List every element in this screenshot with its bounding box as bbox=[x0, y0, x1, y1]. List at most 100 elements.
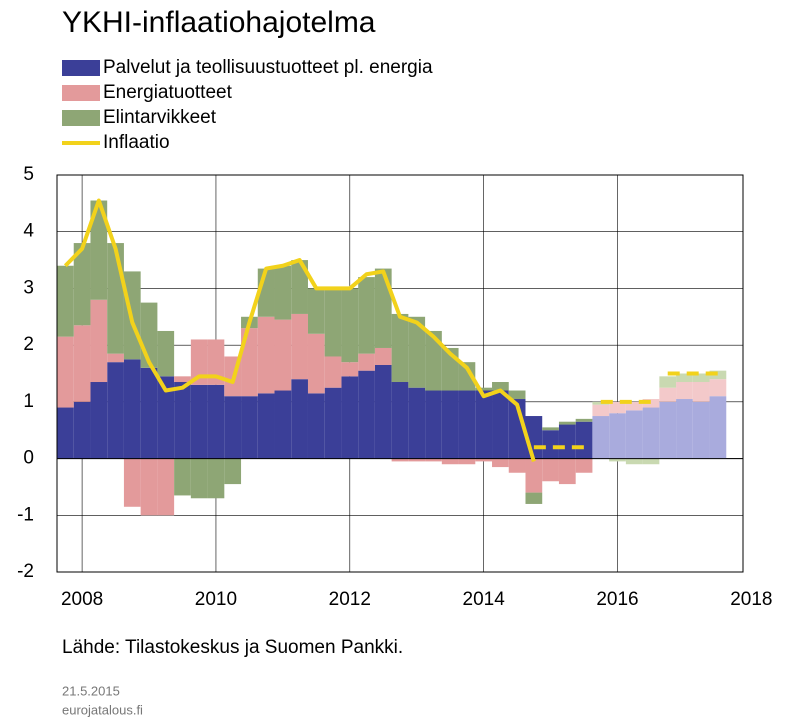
bar bbox=[508, 458, 526, 473]
legend-swatch bbox=[62, 110, 100, 126]
bar bbox=[57, 265, 74, 337]
bar bbox=[174, 376, 191, 383]
bar bbox=[224, 458, 242, 485]
bar bbox=[441, 458, 459, 465]
bar bbox=[676, 399, 693, 459]
bar bbox=[425, 458, 442, 462]
bar bbox=[408, 387, 426, 459]
bar bbox=[676, 382, 693, 400]
bar bbox=[676, 373, 693, 383]
bar bbox=[625, 410, 643, 459]
bar bbox=[425, 390, 442, 459]
bar bbox=[73, 401, 91, 459]
bar bbox=[274, 390, 292, 459]
bar bbox=[575, 421, 593, 459]
bar bbox=[391, 382, 409, 459]
inflation-line bbox=[533, 371, 718, 450]
bar bbox=[391, 313, 409, 383]
bar bbox=[341, 362, 359, 377]
bar bbox=[90, 200, 108, 300]
inflation-line bbox=[63, 198, 536, 462]
bar bbox=[592, 401, 610, 405]
bar bbox=[492, 382, 509, 391]
bar bbox=[659, 387, 677, 402]
date: 21.5.2015 bbox=[62, 683, 120, 698]
bar bbox=[642, 458, 660, 465]
bar bbox=[408, 458, 426, 462]
x-tick-label: 2014 bbox=[463, 589, 506, 610]
bar bbox=[107, 243, 124, 354]
bar bbox=[425, 330, 442, 391]
plot-frame bbox=[56, 174, 744, 573]
bar bbox=[291, 313, 308, 380]
y-tick-label: 1 bbox=[23, 391, 34, 412]
bar bbox=[709, 370, 727, 380]
bar bbox=[408, 316, 426, 388]
bar bbox=[174, 382, 191, 459]
bar bbox=[57, 407, 74, 459]
bar bbox=[307, 393, 325, 459]
bar bbox=[542, 458, 559, 482]
bar bbox=[107, 353, 124, 363]
bar bbox=[475, 458, 493, 462]
y-tick-label: 0 bbox=[23, 448, 34, 469]
bar bbox=[73, 325, 91, 402]
bar bbox=[241, 328, 258, 397]
bar bbox=[709, 396, 727, 459]
y-tick-label: -2 bbox=[17, 561, 34, 582]
bar bbox=[190, 458, 208, 499]
bar bbox=[575, 418, 593, 422]
bar bbox=[207, 384, 225, 459]
bar bbox=[642, 407, 660, 459]
y-tick-label: 2 bbox=[23, 334, 34, 355]
bar bbox=[90, 299, 108, 383]
bar bbox=[241, 396, 258, 459]
y-tick-label: -1 bbox=[17, 504, 34, 525]
bar bbox=[190, 339, 208, 385]
bar bbox=[609, 401, 626, 414]
bar bbox=[341, 288, 359, 363]
bar bbox=[625, 458, 643, 465]
x-tick-label: 2012 bbox=[329, 589, 371, 610]
bar bbox=[542, 427, 559, 431]
bar bbox=[324, 356, 342, 388]
bar bbox=[592, 416, 610, 459]
bar bbox=[458, 362, 476, 391]
bar bbox=[207, 458, 225, 499]
site: eurojatalous.fi bbox=[62, 702, 143, 717]
legend-swatch bbox=[62, 85, 100, 101]
bar bbox=[324, 387, 342, 459]
bar bbox=[575, 458, 593, 473]
bar bbox=[558, 421, 576, 425]
bar bbox=[458, 390, 476, 459]
legend-swatch bbox=[62, 60, 100, 76]
bar bbox=[609, 413, 626, 459]
bar bbox=[592, 404, 610, 417]
bar bbox=[174, 458, 191, 496]
bar bbox=[190, 384, 208, 459]
y-tick-label: 4 bbox=[23, 221, 34, 242]
bar bbox=[358, 353, 375, 371]
bar bbox=[257, 393, 275, 459]
bar bbox=[123, 458, 141, 507]
bar bbox=[140, 367, 158, 459]
x-tick-label: 2008 bbox=[61, 589, 103, 610]
bar bbox=[341, 376, 359, 459]
bar bbox=[492, 458, 509, 468]
bar bbox=[692, 401, 710, 459]
bar bbox=[475, 387, 493, 391]
bar bbox=[692, 382, 710, 402]
bar bbox=[458, 458, 476, 465]
y-tick-label: 5 bbox=[23, 164, 34, 185]
x-tick-label: 2010 bbox=[195, 589, 237, 610]
bar bbox=[73, 243, 91, 326]
x-tick-label: 2016 bbox=[596, 589, 638, 610]
bar bbox=[291, 260, 308, 314]
bar bbox=[57, 336, 74, 408]
bar bbox=[257, 316, 275, 394]
bar bbox=[525, 458, 543, 493]
bar bbox=[123, 359, 141, 459]
bar bbox=[609, 458, 626, 462]
legend-label: Energiatuotteet bbox=[103, 82, 233, 103]
